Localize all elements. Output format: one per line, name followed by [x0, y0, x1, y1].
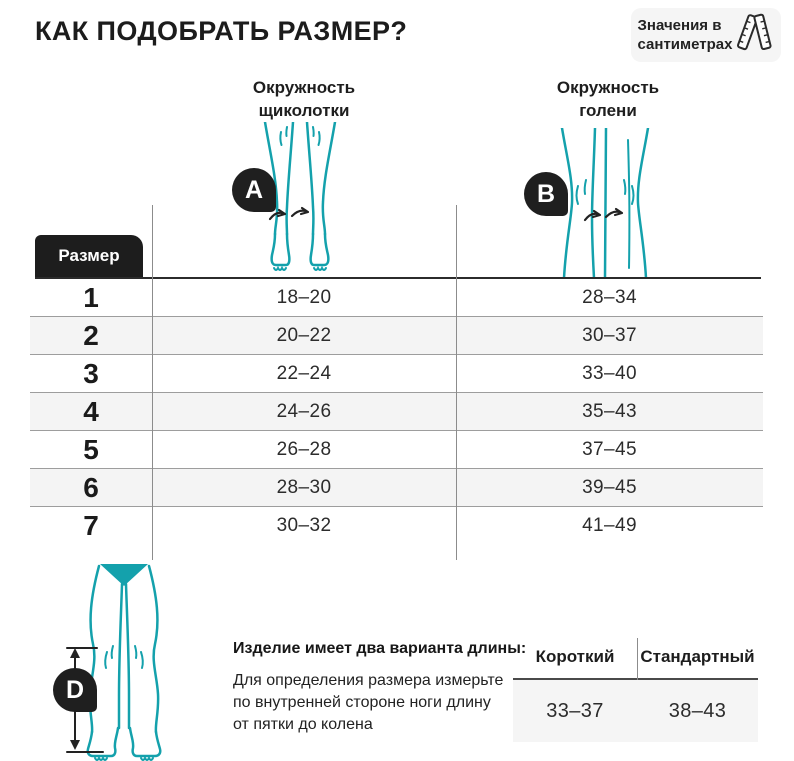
table-column-divider	[152, 205, 153, 560]
calf-range: 41–49	[582, 515, 637, 536]
calf-range: 30–37	[582, 324, 637, 346]
ankle-range: 18–20	[276, 286, 332, 308]
size-column-header: Размер	[35, 235, 143, 277]
badge-calf-b: B	[524, 172, 568, 216]
size-value: 1	[83, 281, 99, 313]
table-row: 2 20–22 30–37	[30, 317, 763, 355]
short-variant-header: Короткий	[535, 647, 615, 666]
length-table-header-row: Короткий Стандартный	[513, 636, 758, 678]
badge-length-d: D	[53, 668, 97, 712]
ankle-range: 20–22	[276, 324, 332, 346]
ankle-legs-illustration	[240, 120, 360, 282]
calf-range: 37–45	[582, 438, 637, 460]
table-column-divider	[456, 205, 457, 560]
length-variants-table: Короткий Стандартный 33–37 38–43	[513, 636, 758, 743]
ankle-range: 24–26	[276, 400, 332, 422]
units-note-badge: Значения в сантиметрах	[631, 8, 781, 62]
table-row: 1 18–20 28–34	[30, 279, 763, 317]
calf-measure-arrow	[583, 207, 624, 222]
calf-range: 39–45	[582, 476, 637, 498]
size-value: 5	[83, 433, 99, 465]
calf-range: 33–40	[582, 362, 637, 384]
standard-variant-header: Стандартный	[640, 647, 755, 666]
units-note-text: Значения в сантиметрах	[637, 17, 733, 53]
table-row: 3 22–24 33–40	[30, 355, 763, 393]
calf-legs-illustration	[540, 126, 670, 283]
size-value: 3	[83, 357, 99, 389]
length-heading: Изделие имеет два варианта длины:	[233, 640, 527, 657]
length-description: Изделие имеет два варианта длины: Для оп…	[233, 640, 533, 736]
table-row: 6 28–30 39–45	[30, 469, 763, 507]
size-value: 4	[83, 395, 99, 427]
size-value: 2	[83, 319, 99, 351]
ankle-column-header: Окружность щиколотки	[252, 78, 356, 120]
length-table-underline	[513, 678, 758, 680]
length-table-value-row: 33–37 38–43	[513, 680, 758, 742]
tape-measure-icon	[736, 11, 774, 60]
table-top-border	[35, 277, 761, 279]
size-value: 7	[83, 510, 99, 541]
size-value: 6	[83, 471, 99, 503]
page-title: КАК ПОДОБРАТЬ РАЗМЕР?	[35, 16, 408, 46]
calf-range: 35–43	[582, 400, 637, 422]
short-variant-range: 33–37	[546, 699, 604, 722]
badge-ankle-a: A	[232, 168, 276, 212]
ankle-range: 30–32	[276, 515, 332, 536]
calf-range: 28–34	[582, 286, 637, 308]
table-row: 7 30–32 41–49	[30, 507, 763, 545]
standard-variant-range: 38–43	[668, 699, 727, 722]
ankle-range: 28–30	[276, 476, 332, 498]
size-table: 1 18–20 28–34 2 20–22 30–37 3 22–24 33–4…	[30, 279, 763, 545]
panty-triangle	[100, 564, 148, 586]
ankle-range: 22–24	[276, 362, 332, 384]
calf-column-header: Окружность голени	[556, 78, 660, 120]
table-row: 5 26–28 37–45	[30, 431, 763, 469]
ankle-measure-arrow	[268, 206, 310, 221]
table-row: 4 24–26 35–43	[30, 393, 763, 431]
ankle-range: 26–28	[276, 438, 332, 460]
full-legs-illustration	[55, 556, 215, 761]
